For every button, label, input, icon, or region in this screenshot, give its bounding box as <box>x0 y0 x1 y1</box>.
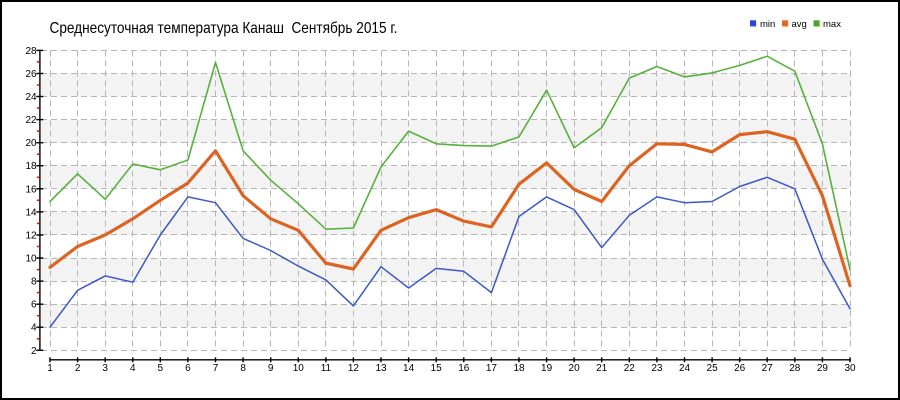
svg-text:1: 1 <box>47 363 53 374</box>
svg-text:18: 18 <box>513 363 525 374</box>
svg-text:Среднесуточная температура Кан: Среднесуточная температура Канаш Сентябр… <box>50 20 398 37</box>
svg-text:9: 9 <box>268 363 274 374</box>
svg-text:6: 6 <box>185 363 191 374</box>
svg-text:22: 22 <box>624 363 636 374</box>
svg-text:6: 6 <box>31 300 37 311</box>
svg-text:30: 30 <box>844 363 856 374</box>
svg-text:24: 24 <box>679 363 691 374</box>
svg-text:8: 8 <box>31 277 37 288</box>
svg-text:max: max <box>823 19 841 30</box>
svg-text:28: 28 <box>789 363 801 374</box>
svg-text:15: 15 <box>431 363 443 374</box>
svg-text:20: 20 <box>569 363 581 374</box>
svg-text:12: 12 <box>348 363 360 374</box>
svg-text:2: 2 <box>75 363 81 374</box>
svg-text:min: min <box>760 19 775 30</box>
svg-text:22: 22 <box>25 115 37 126</box>
svg-text:11: 11 <box>321 363 332 374</box>
svg-text:4: 4 <box>31 323 37 334</box>
svg-text:19: 19 <box>541 363 553 374</box>
svg-text:28: 28 <box>25 46 37 57</box>
svg-text:14: 14 <box>403 363 415 374</box>
svg-text:16: 16 <box>25 184 37 195</box>
svg-text:3: 3 <box>102 363 108 374</box>
svg-text:13: 13 <box>375 363 387 374</box>
svg-text:avg: avg <box>792 19 807 30</box>
svg-text:7: 7 <box>213 363 219 374</box>
svg-text:23: 23 <box>651 363 663 374</box>
svg-text:17: 17 <box>486 363 498 374</box>
svg-text:18: 18 <box>25 161 37 172</box>
svg-text:12: 12 <box>25 231 37 242</box>
svg-text:26: 26 <box>734 363 746 374</box>
svg-text:20: 20 <box>25 138 37 149</box>
svg-text:26: 26 <box>25 69 37 80</box>
svg-text:10: 10 <box>293 363 305 374</box>
svg-text:29: 29 <box>817 363 829 374</box>
svg-text:8: 8 <box>240 363 246 374</box>
svg-text:21: 21 <box>596 363 608 374</box>
svg-text:25: 25 <box>707 363 719 374</box>
svg-text:27: 27 <box>762 363 774 374</box>
svg-text:24: 24 <box>25 92 37 103</box>
svg-text:10: 10 <box>25 254 37 265</box>
svg-text:2: 2 <box>31 346 37 357</box>
svg-text:5: 5 <box>158 363 164 374</box>
svg-text:14: 14 <box>25 207 37 218</box>
svg-text:16: 16 <box>458 363 470 374</box>
svg-text:4: 4 <box>130 363 136 374</box>
